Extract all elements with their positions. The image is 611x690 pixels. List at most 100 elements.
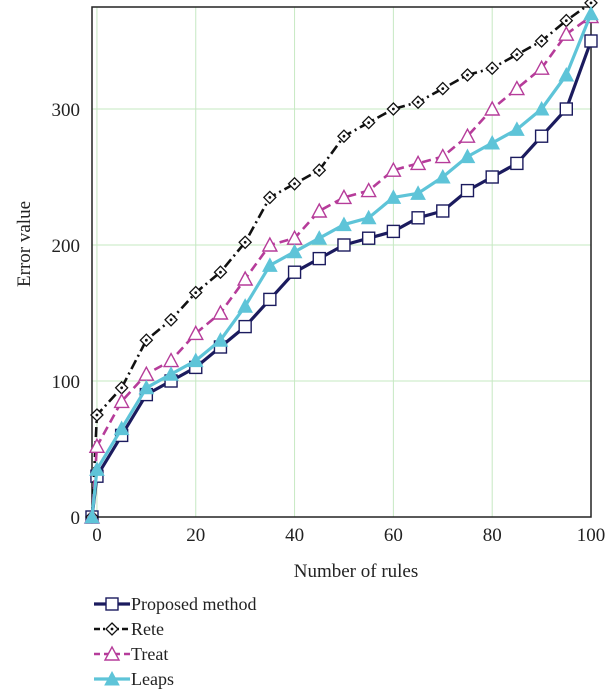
- data-point: [508, 80, 526, 96]
- y-tick-label: 0: [71, 508, 81, 529]
- series-rete: [85, 0, 598, 524]
- diamond-dot: [169, 318, 173, 322]
- data-point: [558, 25, 575, 41]
- series-layer: [83, 0, 600, 524]
- legend-label: Leaps: [131, 669, 174, 689]
- diamond-dot: [441, 87, 445, 90]
- data-point: [435, 81, 450, 96]
- data-point: [188, 285, 203, 300]
- diamond-dot: [540, 39, 543, 43]
- data-point: [534, 34, 549, 48]
- data-point: [187, 352, 204, 368]
- data-point: [287, 265, 302, 279]
- data-point: [312, 251, 326, 266]
- data-point: [533, 59, 550, 75]
- data-point: [113, 420, 130, 436]
- legend-item: Proposed method: [94, 594, 257, 614]
- data-point: [286, 243, 303, 259]
- data-point: [312, 163, 327, 178]
- diamond-dot: [95, 413, 99, 417]
- data-point: [385, 189, 402, 204]
- diamond-dot: [219, 270, 222, 274]
- diamond-dot: [194, 291, 198, 294]
- data-point: [84, 508, 100, 524]
- data-point: [559, 102, 573, 116]
- data-point: [212, 304, 229, 320]
- data-point: [262, 257, 278, 272]
- legend-label: Treat: [131, 644, 168, 664]
- data-point: [337, 129, 351, 144]
- data-point: [436, 204, 450, 218]
- data-point: [559, 13, 574, 28]
- data-point: [361, 231, 376, 245]
- diamond-dot: [120, 386, 124, 390]
- y-tick-label: 100: [52, 372, 81, 393]
- data-point: [558, 66, 575, 82]
- tick-labels: 0 20 40 60 80 100 0 100 200 300: [52, 100, 606, 546]
- data-point: [410, 185, 426, 200]
- series-line: [90, 13, 593, 518]
- data-point: [361, 115, 376, 130]
- data-point: [360, 182, 377, 198]
- legend-label: Proposed method: [131, 594, 257, 614]
- data-point: [460, 68, 475, 82]
- plot-frame: [91, 6, 592, 518]
- series-line: [90, 15, 592, 518]
- data-point: [311, 230, 328, 245]
- x-axis-label: Number of rules: [294, 561, 419, 582]
- diamond-dot: [243, 240, 247, 244]
- y-axis-label: Error value: [14, 201, 35, 287]
- data-point: [262, 190, 277, 205]
- data-point: [238, 319, 252, 334]
- data-point: [103, 645, 121, 661]
- x-tick-label: 40: [285, 525, 304, 546]
- diamond-dot: [466, 73, 469, 77]
- diamond-dot: [268, 196, 272, 199]
- data-point: [139, 333, 154, 348]
- diamond-dot: [293, 182, 296, 186]
- series-treat: [83, 8, 600, 524]
- legend-label: Rete: [131, 619, 164, 639]
- legend-item: Treat: [94, 644, 168, 664]
- data-point: [138, 365, 155, 381]
- data-point: [163, 366, 179, 381]
- diamond-dot: [144, 338, 148, 342]
- data-point: [164, 312, 178, 327]
- series-proposed-method: [85, 34, 598, 524]
- data-point: [261, 236, 279, 252]
- data-point: [237, 298, 253, 313]
- diamond-dot: [342, 134, 346, 138]
- data-point: [360, 209, 377, 225]
- data-point: [386, 102, 401, 116]
- x-tick-label: 100: [577, 525, 606, 546]
- data-point: [484, 134, 501, 150]
- data-point: [337, 238, 351, 252]
- data-point: [533, 100, 550, 116]
- series-line: [90, 40, 593, 518]
- diamond-dot: [490, 66, 494, 70]
- legend: Proposed method Rete Treat Leaps: [94, 594, 257, 689]
- data-point: [105, 622, 119, 636]
- data-point: [485, 61, 500, 76]
- data-point: [162, 352, 180, 368]
- series-line: [90, 1, 592, 518]
- diamond-dot: [317, 168, 321, 172]
- data-point: [411, 211, 425, 225]
- data-point: [89, 461, 105, 476]
- data-point: [88, 437, 106, 453]
- data-point: [509, 47, 524, 62]
- legend-item: Rete: [94, 619, 164, 639]
- data-point: [510, 156, 524, 171]
- data-point: [411, 95, 425, 110]
- data-point: [459, 127, 476, 143]
- data-point: [113, 392, 130, 409]
- data-point: [138, 379, 155, 395]
- data-point: [335, 188, 353, 205]
- diamond-dot: [589, 1, 593, 5]
- data-point: [534, 129, 549, 143]
- data-point: [238, 235, 253, 250]
- data-point: [114, 380, 129, 395]
- data-point: [263, 292, 277, 307]
- data-point: [485, 170, 499, 184]
